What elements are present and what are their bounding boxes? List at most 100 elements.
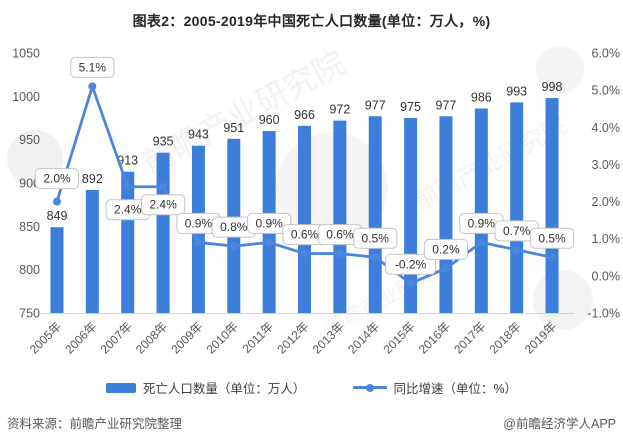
bar (298, 125, 312, 313)
left-axis-tick: 800 (19, 263, 40, 277)
footer: 资料来源：前瞻产业研究院整理 @前瞻经济学人APP (7, 413, 616, 432)
growth-point (371, 253, 380, 262)
growth-point (441, 264, 450, 273)
right-axis-tick: 0.0% (592, 269, 621, 283)
growth-label-box (385, 253, 437, 275)
bar-value-label: 977 (365, 98, 386, 112)
growth-label-box (140, 194, 186, 216)
bar-value-label: 972 (329, 103, 350, 117)
growth-label-text: 0.2% (432, 242, 460, 256)
legend-label-growth: 同比增速（单位：%） (393, 382, 518, 396)
growth-label-text: 2.0% (43, 172, 71, 186)
growth-labels: 2.0% 5.1% 2.4% 2.4% 0.9% 0.8% 0.9% 0.6% 0.6% 0.5%… (34, 56, 575, 275)
line-swatch-icon (353, 383, 388, 392)
growth-label-text: 0.6% (291, 228, 319, 242)
bar (85, 189, 99, 313)
left-axis-tick: 900 (19, 177, 40, 191)
growth-point (335, 249, 344, 258)
growth-label-text: 5.1% (79, 60, 107, 74)
bar-value-label: 993 (506, 84, 527, 98)
growth-point (406, 279, 415, 288)
x-axis-label: 2017年 (451, 319, 488, 356)
growth-label-text: 0.9% (185, 216, 213, 230)
bar (368, 116, 382, 314)
bar-swatch-icon (105, 382, 136, 393)
bar (121, 171, 135, 313)
growth-point (265, 238, 274, 247)
growth-label-box (34, 168, 80, 190)
plot-svg: 前瞻产业研究院 前瞻产业研究院前瞻产业研究院1050100095090085080… (7, 44, 621, 356)
legend-label-deaths: 死亡人口数量（单位：万人） (142, 382, 306, 396)
bar-value-label: 986 (471, 90, 492, 104)
x-axis-label: 2007年 (98, 319, 135, 356)
bar-value-label: 951 (223, 121, 244, 135)
growth-label-box (247, 212, 292, 234)
bar-value-label: 977 (436, 98, 457, 112)
x-axis-label: 2005年 (27, 319, 64, 356)
right-axis-tick: 2.0% (592, 195, 621, 209)
growth-label-box (70, 56, 115, 78)
chart-plot: 前瞻产业研究院 前瞻产业研究院 前瞻产业研究院 1050 1000 950 900 850 80… (7, 44, 621, 356)
x-axis-label: 2016年 (416, 319, 453, 356)
x-axis-label: 2008年 (133, 319, 170, 356)
growth-point (477, 238, 486, 247)
growth-label-text: 2.4% (114, 203, 142, 217)
bar-value-label: 913 (117, 154, 138, 168)
bar (510, 102, 524, 314)
growth-label-box (423, 238, 469, 260)
growth-label-text: 0.6% (326, 228, 354, 242)
growth-point (300, 249, 309, 258)
bar-value-label: 935 (153, 135, 174, 149)
growth-point (123, 182, 132, 191)
x-axis-label: 2010年 (204, 319, 241, 356)
growth-point (548, 253, 557, 262)
bar-value-label: 892 (82, 172, 103, 186)
growth-line (53, 82, 557, 288)
bar-value-label: 849 (47, 209, 68, 223)
right-axis-tick: 1.0% (592, 232, 621, 246)
left-axis-tick: 1000 (12, 90, 40, 104)
bar (474, 108, 488, 313)
credit-text: @前瞻经济学人APP (503, 417, 616, 431)
right-axis-tick: 4.0% (592, 121, 621, 135)
bar-value-label: 975 (400, 100, 421, 114)
chart-title: 图表2：2005-2019年中国死亡人口数量(单位：万人，%) (132, 13, 491, 29)
growth-label-text: 0.8% (220, 220, 248, 234)
bar (50, 227, 64, 313)
x-axis-label: 2012年 (274, 319, 311, 356)
right-axis-tick: 3.0% (592, 158, 621, 172)
right-axis-tick: 5.0% (592, 84, 621, 98)
growth-point (194, 238, 203, 247)
right-axis-tick: 6.0% (592, 47, 621, 61)
legend: 死亡人口数量（单位：万人） 同比增速（单位：%） (0, 378, 623, 397)
growth-label-text: 0.5% (538, 231, 566, 245)
bar (156, 152, 170, 313)
x-axis-label: 2015年 (380, 319, 417, 356)
bar-value-label: 966 (294, 108, 315, 122)
growth-label-text: 0.5% (362, 231, 390, 245)
growth-label-text: 2.4% (149, 198, 177, 212)
growth-point (53, 197, 61, 206)
x-axis-label: 2019年 (522, 319, 559, 356)
bar-value-label: 960 (259, 113, 280, 127)
x-axis-label: 2018年 (487, 319, 524, 356)
bar-value-label: 943 (188, 128, 209, 142)
left-axis-tick: 850 (19, 220, 40, 234)
right-axis-tick: -1.0% (587, 307, 620, 321)
growth-point (512, 245, 521, 254)
x-axis-label: 2009年 (168, 319, 205, 356)
left-axis-tick: 1050 (12, 47, 40, 61)
growth-point (159, 182, 168, 191)
bar (333, 120, 347, 313)
bars-series: 849 892 913 935 943 951 960 966 972 977 975 977 986 9… (47, 80, 563, 314)
left-axis-tick: 750 (19, 307, 40, 321)
growth-point (88, 82, 97, 91)
bar (439, 116, 453, 314)
bar (545, 98, 559, 313)
growth-point (229, 242, 238, 251)
growth-label-text: 0.9% (255, 216, 283, 230)
growth-label-text: 0.7% (503, 224, 531, 238)
left-axis-tick: 950 (19, 133, 40, 147)
legend-item-growth: 同比增速（单位：%） (353, 378, 517, 397)
